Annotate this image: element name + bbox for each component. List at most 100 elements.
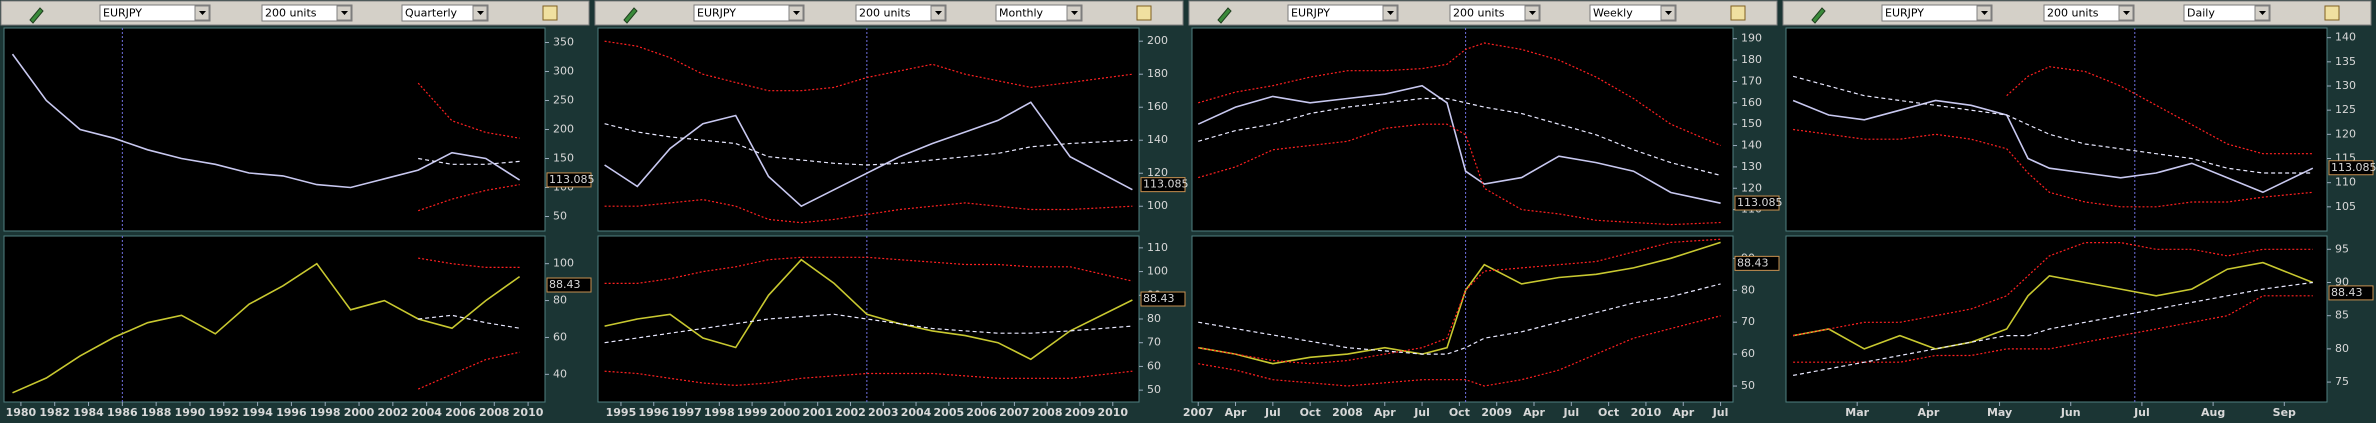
series-line — [417, 82, 520, 139]
series-line — [604, 101, 1133, 208]
series-line — [12, 262, 521, 394]
x-tick-label: Oct — [1449, 406, 1470, 419]
y-tick-label: 50 — [553, 210, 567, 223]
last-value-box — [1734, 255, 1780, 271]
dropdown-value: 200 units — [265, 7, 317, 20]
series-line — [604, 313, 1133, 344]
x-tick-label: 1986 — [107, 406, 138, 419]
dropdown-value: EURJPY — [1885, 7, 1924, 20]
series-line — [2006, 66, 2313, 155]
x-tick-label: 1988 — [141, 406, 172, 419]
dropdown-value: Monthly — [999, 7, 1044, 20]
last-value-box — [2328, 285, 2374, 301]
x-tick-label: 2008 — [1332, 406, 1363, 419]
settings-icon[interactable] — [2324, 5, 2340, 21]
dropdown[interactable] — [693, 4, 805, 22]
x-tick-label: 2008 — [479, 406, 510, 419]
y-tick-label: 200 — [1147, 34, 1168, 47]
settings-icon[interactable] — [1730, 5, 1746, 21]
dropdown-value: Weekly — [1593, 7, 1633, 20]
settings-icon[interactable] — [542, 5, 558, 21]
series-line — [604, 256, 1133, 284]
y-tick-label: 180 — [1147, 67, 1168, 80]
y-tick-label: 135 — [2335, 55, 2356, 68]
x-tick-label: 2006 — [445, 406, 476, 419]
x-tick-label: 2008 — [1032, 406, 1063, 419]
x-tick-label: 1997 — [671, 406, 702, 419]
y-tick-label: 250 — [553, 94, 574, 107]
dropdown[interactable] — [261, 4, 353, 22]
y-tick-label: 180 — [1741, 53, 1762, 66]
y-tick-label: 50 — [1741, 379, 1755, 392]
y-tick-label: 95 — [2335, 242, 2349, 255]
dropdown-arrow — [477, 11, 484, 15]
dropdown[interactable] — [1449, 4, 1541, 22]
y-tick-label: 110 — [2335, 176, 2356, 189]
x-tick-label: 2004 — [411, 406, 442, 419]
tool-icon[interactable] — [1811, 7, 1826, 24]
x-tick-label: 1998 — [310, 406, 341, 419]
x-tick-label: 1999 — [737, 406, 768, 419]
y-tick-label: 70 — [1147, 336, 1161, 349]
x-tick-label: 2002 — [835, 406, 866, 419]
x-tick-label: Jun — [2060, 406, 2081, 419]
last-value: 88.43 — [2331, 286, 2363, 299]
series-line — [418, 184, 520, 212]
dropdown-arrow — [1665, 11, 1672, 15]
series-line — [1198, 241, 1721, 365]
dropdown-arrow — [2123, 11, 2130, 15]
dropdown[interactable] — [401, 4, 489, 22]
dropdown-value: EURJPY — [697, 7, 736, 20]
dropdown[interactable] — [99, 4, 211, 22]
y-tick-label: 90 — [2335, 275, 2349, 288]
x-tick-label: Jul — [2133, 406, 2150, 419]
x-tick-label: 1995 — [606, 406, 637, 419]
tool-icon[interactable] — [29, 7, 44, 24]
y-tick-label: 80 — [2335, 342, 2349, 355]
x-tick-label: 2002 — [378, 406, 409, 419]
last-value: 113.085 — [549, 173, 595, 186]
settings-icon[interactable] — [1136, 5, 1152, 21]
dropdown[interactable] — [2043, 4, 2135, 22]
tool-icon[interactable] — [623, 7, 638, 24]
y-tick-label: 50 — [1147, 383, 1161, 396]
x-tick-label: Apr — [1917, 406, 1939, 419]
plot-area — [1191, 235, 1734, 403]
x-tick-label: 2010 — [513, 406, 544, 419]
tool-icon[interactable] — [1217, 7, 1232, 24]
x-tick-label: 2007 — [1183, 406, 1214, 419]
x-tick-label: 2005 — [934, 406, 965, 419]
x-tick-label: 2000 — [344, 406, 375, 419]
x-tick-label: 2000 — [770, 406, 801, 419]
x-tick-label: Apr — [1225, 406, 1247, 419]
y-tick-label: 80 — [1741, 283, 1755, 296]
x-tick-label: Jul — [1264, 406, 1281, 419]
dropdown[interactable] — [1589, 4, 1677, 22]
series-line — [1198, 97, 1721, 176]
x-tick-label: 2010 — [1631, 406, 1662, 419]
x-tick-label: 2009 — [1481, 406, 1512, 419]
last-value-box — [2328, 160, 2374, 176]
series-line — [1197, 84, 1721, 204]
series-line — [1198, 42, 1721, 147]
toolbar: EURJPY 200 units Monthly — [594, 0, 1184, 26]
y-tick-label: 160 — [1741, 96, 1762, 109]
last-value: 88.43 — [1143, 292, 1175, 305]
dropdown[interactable] — [995, 4, 1083, 22]
y-tick-label: 75 — [2335, 375, 2349, 388]
y-tick-label: 140 — [1147, 133, 1168, 146]
y-tick-label: 120 — [1741, 181, 1762, 194]
toolbar: EURJPY 200 units Daily — [1782, 0, 2372, 26]
dropdown-arrow — [793, 11, 800, 15]
dropdown[interactable] — [855, 4, 947, 22]
y-tick-label: 110 — [1147, 241, 1168, 254]
dropdown[interactable] — [1881, 4, 1993, 22]
x-tick-label: 2010 — [1097, 406, 1128, 419]
x-tick-label: May — [1987, 406, 2012, 419]
dropdown[interactable] — [1287, 4, 1399, 22]
dropdown[interactable] — [2183, 4, 2271, 22]
x-tick-label: 1980 — [6, 406, 37, 419]
plot-area — [1785, 27, 2328, 232]
x-tick-label: Aug — [2201, 406, 2225, 419]
x-tick-label: 2001 — [802, 406, 833, 419]
